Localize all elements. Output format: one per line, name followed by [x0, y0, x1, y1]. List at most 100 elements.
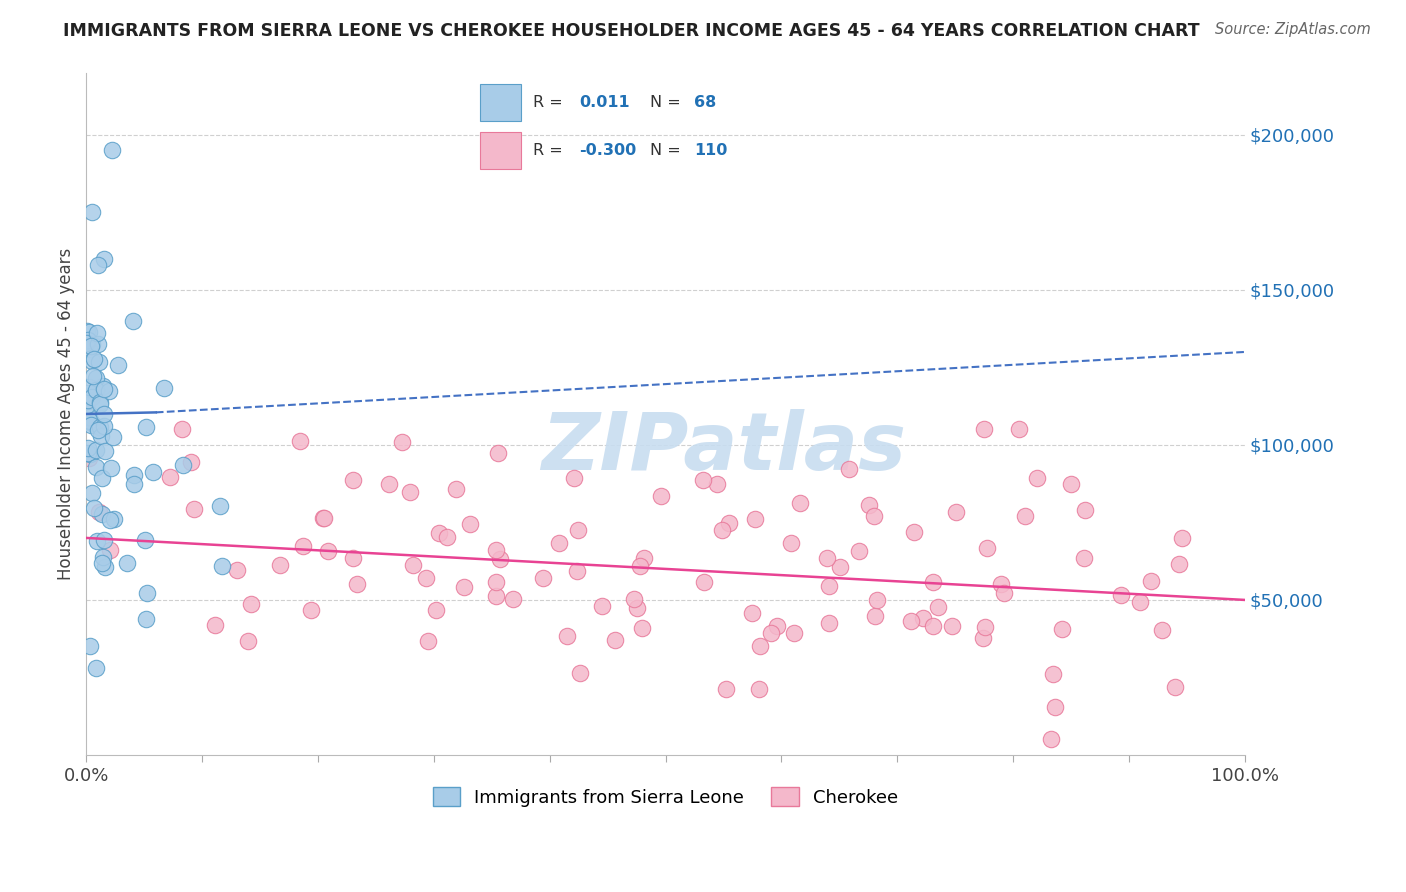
Cherokee	[291, 540, 314, 554]
Cherokee	[346, 577, 368, 591]
Immigrants from Sierra Leone	[121, 314, 143, 328]
Cherokee	[922, 574, 945, 589]
Immigrants from Sierra Leone	[124, 477, 146, 491]
Cherokee	[1040, 732, 1063, 747]
Cherokee	[828, 560, 851, 574]
Text: 110: 110	[693, 144, 727, 158]
Text: R =: R =	[533, 144, 568, 158]
Cherokee	[531, 570, 554, 584]
Cherokee	[453, 580, 475, 594]
Immigrants from Sierra Leone	[142, 465, 165, 479]
Bar	[481, 84, 520, 121]
Text: Source: ZipAtlas.com: Source: ZipAtlas.com	[1215, 22, 1371, 37]
Immigrants from Sierra Leone	[76, 386, 98, 401]
Cherokee	[631, 621, 654, 635]
Cherokee	[973, 620, 995, 634]
Immigrants from Sierra Leone	[94, 560, 117, 574]
Cherokee	[759, 626, 782, 640]
Cherokee	[1139, 574, 1161, 588]
Cherokee	[714, 681, 737, 696]
Cherokee	[623, 592, 645, 607]
Immigrants from Sierra Leone	[89, 394, 111, 409]
Immigrants from Sierra Leone	[86, 459, 108, 474]
Immigrants from Sierra Leone	[84, 371, 107, 385]
Cherokee	[911, 611, 934, 625]
Immigrants from Sierra Leone	[94, 444, 117, 458]
Immigrants from Sierra Leone	[97, 384, 120, 398]
Cherokee	[236, 634, 259, 648]
Y-axis label: Householder Income Ages 45 - 64 years: Householder Income Ages 45 - 64 years	[58, 248, 75, 580]
Immigrants from Sierra Leone	[77, 326, 100, 340]
Text: -0.300: -0.300	[579, 144, 637, 158]
Immigrants from Sierra Leone	[79, 339, 101, 353]
Immigrants from Sierra Leone	[80, 391, 103, 405]
Cherokee	[98, 542, 121, 557]
Immigrants from Sierra Leone	[136, 585, 159, 599]
Immigrants from Sierra Leone	[103, 512, 125, 526]
Immigrants from Sierra Leone	[115, 556, 138, 570]
Text: R =: R =	[533, 95, 568, 110]
Cherokee	[744, 511, 766, 525]
Cherokee	[718, 516, 741, 530]
Cherokee	[711, 523, 734, 537]
Immigrants from Sierra Leone	[93, 252, 115, 266]
Cherokee	[976, 541, 998, 556]
Cherokee	[391, 434, 413, 449]
Immigrants from Sierra Leone	[86, 534, 108, 549]
Immigrants from Sierra Leone	[86, 326, 108, 341]
Text: N =: N =	[651, 144, 686, 158]
Cherokee	[89, 505, 111, 519]
Cherokee	[1164, 680, 1187, 694]
Cherokee	[865, 608, 887, 623]
Cherokee	[425, 602, 447, 616]
Cherokee	[693, 575, 716, 590]
Cherokee	[692, 474, 714, 488]
Immigrants from Sierra Leone	[79, 390, 101, 404]
Cherokee	[818, 615, 841, 630]
Immigrants from Sierra Leone	[172, 458, 194, 472]
Legend: Immigrants from Sierra Leone, Cherokee: Immigrants from Sierra Leone, Cherokee	[426, 780, 905, 814]
Cherokee	[484, 543, 506, 558]
Cherokee	[314, 511, 336, 525]
Cherokee	[706, 476, 728, 491]
Bar	[481, 132, 520, 169]
Immigrants from Sierra Leone	[76, 333, 98, 347]
Cherokee	[921, 619, 943, 633]
Cherokee	[633, 551, 655, 566]
Immigrants from Sierra Leone	[93, 382, 115, 396]
Immigrants from Sierra Leone	[93, 407, 115, 421]
Immigrants from Sierra Leone	[79, 640, 101, 654]
Cherokee	[446, 483, 468, 497]
Immigrants from Sierra Leone	[208, 499, 231, 513]
Immigrants from Sierra Leone	[77, 410, 100, 425]
Cherokee	[226, 563, 249, 577]
Immigrants from Sierra Leone	[80, 336, 103, 351]
Cherokee	[990, 576, 1012, 591]
Cherokee	[436, 530, 458, 544]
Immigrants from Sierra Leone	[87, 423, 110, 437]
Immigrants from Sierra Leone	[83, 351, 105, 366]
Cherokee	[783, 625, 806, 640]
Text: N =: N =	[651, 95, 686, 110]
Cherokee	[993, 586, 1015, 600]
Cherokee	[605, 633, 627, 648]
Text: 0.011: 0.011	[579, 95, 630, 110]
Text: 68: 68	[693, 95, 716, 110]
Cherokee	[838, 462, 860, 476]
Cherokee	[1167, 557, 1189, 571]
Cherokee	[945, 505, 967, 519]
Immigrants from Sierra Leone	[80, 417, 103, 432]
Cherokee	[628, 559, 651, 574]
Cherokee	[312, 511, 335, 525]
Cherokee	[180, 454, 202, 468]
Cherokee	[900, 614, 922, 628]
Cherokee	[399, 485, 422, 500]
Immigrants from Sierra Leone	[93, 533, 115, 548]
Immigrants from Sierra Leone	[93, 418, 115, 433]
Immigrants from Sierra Leone	[77, 392, 100, 407]
Immigrants from Sierra Leone	[87, 355, 110, 369]
Cherokee	[485, 589, 508, 603]
Cherokee	[973, 422, 995, 436]
Immigrants from Sierra Leone	[91, 549, 114, 564]
Cherokee	[591, 599, 613, 613]
